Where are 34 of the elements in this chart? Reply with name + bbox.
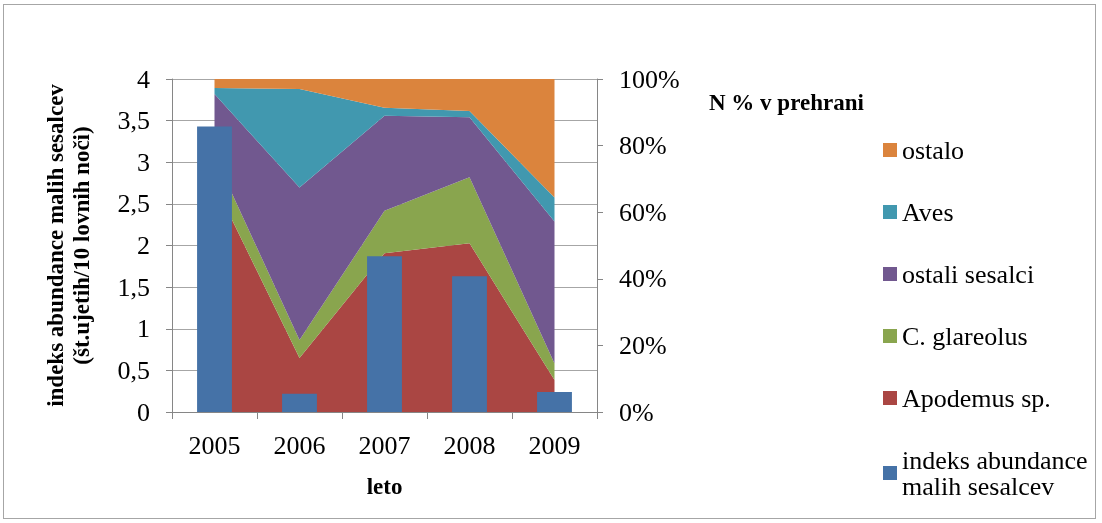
y-tick-label: 0 <box>137 397 150 427</box>
y-tick-label: 3 <box>137 147 150 177</box>
y2-tick-label: 80% <box>619 131 667 161</box>
x-tick-label: 2007 <box>358 430 411 460</box>
y-tick-label: 1 <box>137 314 150 344</box>
x-axis-title: leto <box>366 474 403 499</box>
y-tick-label: 1,5 <box>117 272 150 302</box>
bar <box>367 256 402 412</box>
x-tick-label: 2005 <box>188 430 241 460</box>
bar <box>197 126 232 412</box>
legend-label: indeks abundance malih sesalcev <box>902 445 1095 501</box>
x-tick-label: 2006 <box>273 430 326 460</box>
y2-tick-label: 20% <box>619 330 667 360</box>
legend-label: ostalo <box>902 135 965 165</box>
y-tick-label: 4 <box>137 64 150 94</box>
x-tick-label: 2009 <box>528 430 581 460</box>
legend-label: Apodemus sp. <box>902 383 1051 413</box>
y-tick-label: 3,5 <box>117 106 150 136</box>
legend-label: ostali sesalci <box>902 259 1035 289</box>
y2-tick-label: 40% <box>619 264 667 294</box>
y-axis-title: indeks abundance malih sesalcev (št.ujetih/10 lovnih noči) <box>42 83 94 407</box>
y-tick-label: 0,5 <box>117 355 150 385</box>
y-tick-label: 2,5 <box>117 189 150 219</box>
bar <box>537 392 572 412</box>
y2-tick-label: 0% <box>619 397 654 427</box>
legend-title: N % v prehrani <box>709 90 865 115</box>
y2-tick-label: 100% <box>619 64 680 94</box>
y2-tick-label: 60% <box>619 197 667 227</box>
legend-label: C. glareolus <box>902 321 1028 351</box>
legend-label: Aves <box>902 197 954 227</box>
bar <box>452 276 487 412</box>
y-tick-label: 2 <box>137 231 150 260</box>
x-tick-label: 2008 <box>443 430 496 460</box>
bar <box>282 393 317 412</box>
